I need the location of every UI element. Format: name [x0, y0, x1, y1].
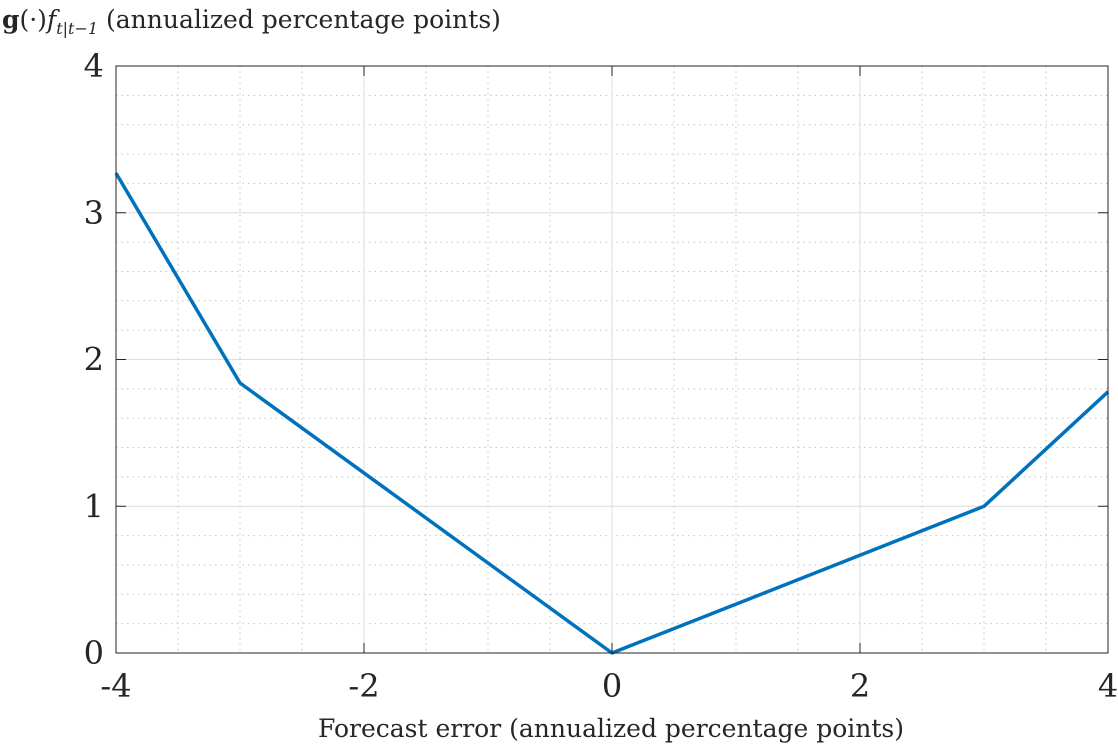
x-axis-label: Forecast error (annualized percentage po… — [318, 714, 904, 743]
y-tick-label: 2 — [84, 341, 104, 379]
y-tick-labels: 0 1 2 3 4 — [84, 47, 104, 672]
y-tick-label: 0 — [84, 634, 104, 672]
y-axis-label: g(·)ft|t−1 (annualized percentage points… — [2, 5, 501, 38]
x-tick-label: 2 — [850, 667, 870, 705]
y-axis-label-subscript: t|t−1 — [56, 19, 98, 38]
x-tick-labels: -4 -2 0 2 4 — [100, 667, 1118, 705]
y-axis-label-italic: f — [45, 5, 60, 34]
y-tick-label: 3 — [84, 194, 104, 232]
x-tick-label: 4 — [1098, 667, 1118, 705]
y-axis-label-dot: (·) — [19, 5, 46, 34]
y-axis-label-bold: g — [2, 5, 19, 34]
y-axis-label-rest: (annualized percentage points) — [98, 5, 501, 34]
x-tick-label: -2 — [348, 667, 379, 705]
y-tick-label: 4 — [84, 47, 104, 85]
axis-ticks — [115, 65, 1109, 654]
x-tick-label: 0 — [602, 667, 622, 705]
x-tick-label: -4 — [100, 667, 131, 705]
y-tick-label: 1 — [84, 487, 104, 525]
